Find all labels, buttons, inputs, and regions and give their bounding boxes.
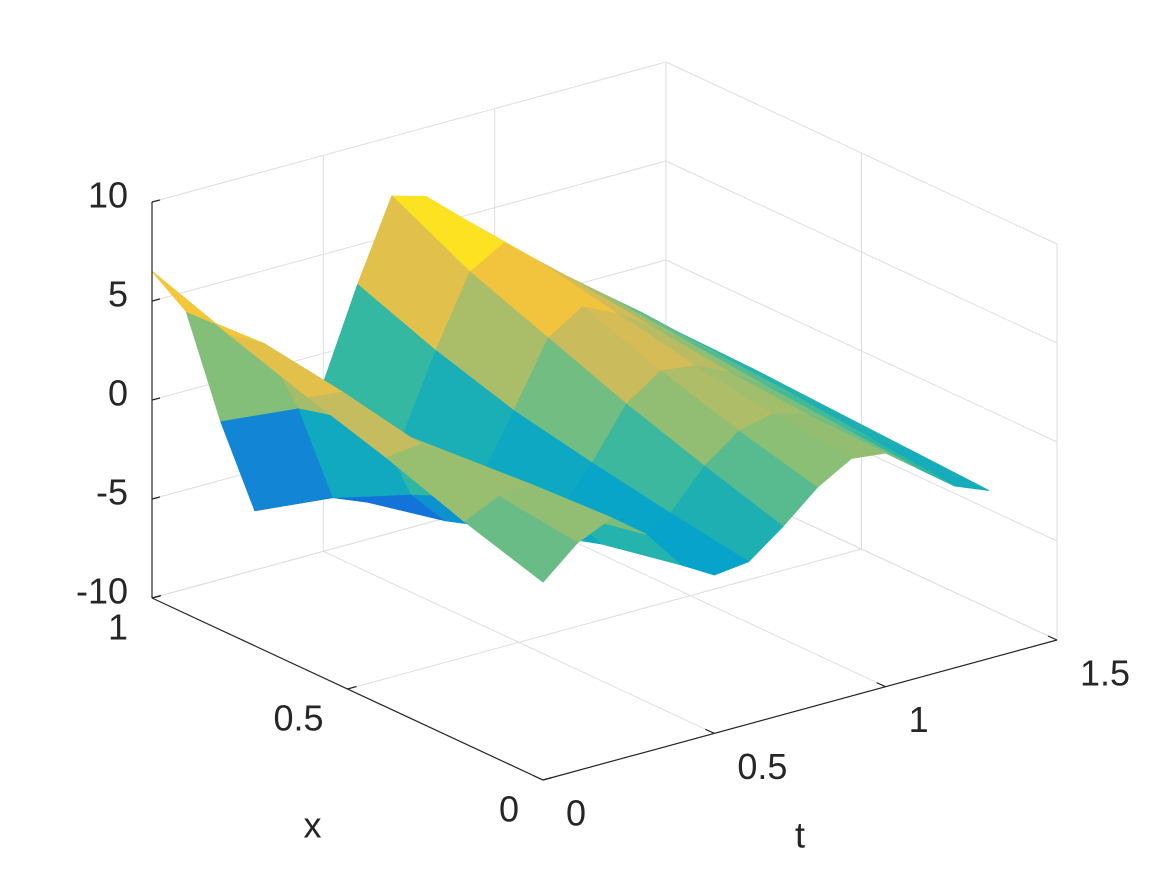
z-tick-label: 5 <box>108 274 128 315</box>
grid-line <box>151 61 667 203</box>
grid-line <box>665 61 1058 245</box>
z-tick <box>151 298 161 302</box>
y-tick <box>705 728 715 734</box>
y-axis <box>542 639 1058 781</box>
y-tick <box>876 682 886 688</box>
grid-line <box>665 259 1058 443</box>
z-tick <box>151 199 161 203</box>
x-tick <box>542 776 553 781</box>
y-tick-label: 1 <box>909 699 929 740</box>
z-tick <box>151 397 161 401</box>
x-tick <box>347 685 357 690</box>
y-tick <box>1047 635 1058 641</box>
y-axis-label: t <box>795 815 805 856</box>
x-axis-label: x <box>304 805 322 846</box>
x-tick-label: 1 <box>108 607 128 648</box>
y-tick-label: 0 <box>566 793 586 834</box>
grid-line <box>665 160 1058 344</box>
y-tick-label: 1.5 <box>1080 653 1130 694</box>
z-tick-label: 10 <box>88 175 128 216</box>
x-tick-label: 0.5 <box>273 698 323 739</box>
y-tick-label: 0.5 <box>737 746 787 787</box>
z-tick <box>151 496 161 500</box>
y-tick <box>533 775 544 781</box>
grid-line <box>347 548 862 690</box>
x-tick <box>151 594 162 599</box>
z-tick-label: -10 <box>76 571 128 612</box>
z-tick-label: 0 <box>108 373 128 414</box>
x-tick-label: 0 <box>499 789 519 830</box>
z-tick-label: -5 <box>96 472 128 513</box>
surface-patch <box>464 496 578 583</box>
